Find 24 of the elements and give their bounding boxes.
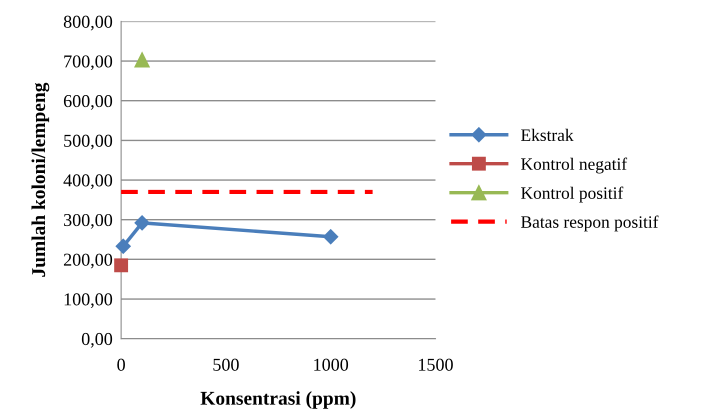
point — [134, 52, 150, 68]
point — [323, 229, 338, 244]
legend-label: Kontrol positif — [521, 186, 624, 202]
y-tick-label: 400,00 — [63, 174, 112, 190]
y-tick-label: 500,00 — [64, 134, 112, 150]
x-axis-title: Konsentrasi (ppm) — [200, 391, 356, 409]
y-tick-label: 600,00 — [64, 94, 112, 110]
y-axis-title: Jumlah koloni/lempeng — [31, 82, 50, 277]
y-tick-label: 300,00 — [64, 214, 112, 229]
x-tick-label: 0 — [117, 358, 125, 371]
y-tick-label: 800,00 — [64, 16, 112, 30]
legend-label: Ekstrak — [521, 128, 574, 142]
x-tick-label: 500 — [213, 358, 239, 371]
point — [134, 215, 150, 230]
x-tick-label: 1500 — [419, 358, 453, 371]
y-tick-label: 700,00 — [64, 55, 112, 70]
legend-label: Kontrol negatif — [521, 158, 628, 174]
y-tick-label: 0,00 — [82, 332, 112, 348]
y-tick-label: 100,00 — [64, 293, 112, 308]
x-tick-label: 1000 — [314, 358, 348, 371]
point — [116, 238, 131, 254]
y-tick-label: 200,00 — [64, 254, 112, 268]
point — [114, 258, 128, 272]
legend-label: Batas respon positif — [521, 215, 658, 232]
